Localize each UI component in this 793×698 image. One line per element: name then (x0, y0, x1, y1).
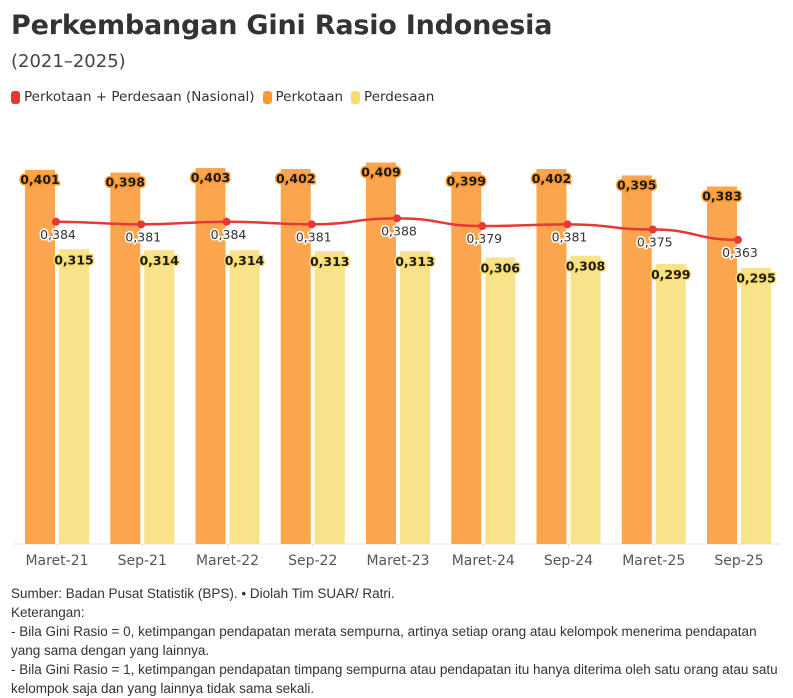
bar-group: Maret-23 0,409 0,313 (360, 162, 436, 569)
legend-label-perkotaan: Perkotaan (275, 89, 344, 105)
data-label-perdesaan: 0,314 (139, 253, 179, 268)
legend-swatch-nasional (11, 90, 20, 104)
legend-label-perdesaan: Perdesaan (364, 89, 435, 105)
data-label-perkotaan: 0,402 (276, 171, 316, 186)
bar-perdesaan[interactable] (485, 257, 516, 544)
bar-perkotaan[interactable] (536, 168, 567, 545)
data-label-nasional: 0,381 (552, 229, 588, 244)
x-tick-label: Maret-25 (622, 553, 685, 569)
line-point-nasional[interactable] (648, 225, 657, 234)
bar-group: Sep-22 0,402 0,313 (274, 168, 351, 569)
line-point-nasional[interactable] (393, 214, 401, 223)
bar-perkotaan[interactable] (451, 171, 482, 544)
bar-perdesaan[interactable] (314, 251, 345, 544)
bar-perdesaan[interactable] (229, 250, 260, 545)
data-label-perdesaan: 0,315 (54, 252, 94, 267)
data-label-perkotaan: 0,403 (191, 170, 231, 185)
data-label-perdesaan: 0,313 (310, 254, 350, 269)
bar-perkotaan[interactable] (366, 162, 396, 545)
chart-footer: Sumber: Badan Pusat Statistik (BPS). • D… (11, 584, 786, 698)
line-point-nasional[interactable] (307, 220, 316, 229)
x-tick-label: Maret-22 (196, 553, 259, 569)
line-point-nasional[interactable] (52, 217, 60, 226)
legend-swatch-perdesaan (351, 90, 361, 104)
data-label-perkotaan: 0,401 (20, 172, 60, 187)
source-note: Sumber: Badan Pusat Statistik (BPS). • D… (11, 586, 395, 601)
legend-item-perdesaan[interactable]: Perdesaan (351, 89, 434, 105)
bar-perkotaan[interactable] (280, 168, 311, 545)
data-label-nasional: 0,379 (466, 231, 502, 246)
x-tick-label: Sep-24 (544, 553, 593, 569)
data-label-perkotaan: 0,383 (702, 188, 742, 203)
data-label-perdesaan: 0,306 (480, 261, 520, 276)
data-label-nasional: 0,381 (296, 229, 332, 244)
bar-group: Maret-24 0,399 0,306 (445, 171, 522, 569)
line-point-nasional[interactable] (137, 220, 146, 229)
legend-label-nasional: Perkotaan + Perdesaan (Nasional) (24, 89, 255, 105)
line-point-nasional[interactable] (563, 220, 572, 229)
chart-plot-area: Maret-210,4010,315Sep-210,3980,314Maret-… (14, 162, 781, 569)
line-point-nasional[interactable] (222, 217, 231, 226)
bar-perkotaan[interactable] (195, 168, 226, 544)
bar-perdesaan[interactable] (570, 255, 601, 544)
bar-perkotaan[interactable] (707, 186, 737, 544)
bar-perdesaan[interactable] (741, 267, 771, 544)
legend-swatch-perkotaan (262, 90, 272, 104)
data-label-perdesaan: 0,313 (395, 254, 435, 269)
bar-perkotaan[interactable] (25, 169, 55, 544)
x-tick-label: Maret-24 (452, 553, 515, 569)
x-tick-label: Sep-25 (714, 553, 763, 569)
legend-item-perkotaan[interactable]: Perkotaan (262, 89, 344, 105)
notes-heading: Keterangan: (11, 605, 85, 620)
data-label-perdesaan: 0,314 (225, 253, 265, 268)
line-point-nasional[interactable] (734, 235, 742, 244)
x-tick-label: Maret-23 (366, 553, 429, 569)
data-label-perdesaan: 0,299 (651, 267, 691, 282)
x-tick-label: Maret-21 (25, 553, 88, 569)
bar-perkotaan[interactable] (110, 172, 141, 544)
data-label-nasional: 0,375 (637, 235, 673, 250)
bar-group: Maret-25 0,395 0,299 (615, 175, 692, 569)
line-point-nasional[interactable] (478, 222, 487, 231)
data-label-perdesaan: 0,308 (566, 259, 606, 274)
data-label-nasional: 0,381 (125, 229, 161, 244)
data-label-perdesaan: 0,295 (736, 271, 776, 286)
x-tick-label: Sep-22 (288, 553, 337, 569)
bar-perdesaan[interactable] (144, 250, 175, 545)
chart-legend: Perkotaan + Perdesaan (Nasional) Perkota… (11, 89, 442, 105)
bar-group: Maret-22 0,403 0,314 (189, 168, 266, 569)
data-label-perkotaan: 0,395 (617, 177, 657, 192)
data-label-perkotaan: 0,399 (446, 174, 486, 189)
note-gini-one: - Bila Gini Rasio = 1, ketimpangan penda… (11, 662, 778, 696)
bar-perdesaan[interactable] (655, 264, 686, 544)
bar-group: Sep-25 0,383 0,295 (701, 186, 777, 569)
legend-item-nasional[interactable]: Perkotaan + Perdesaan (Nasional) (11, 89, 255, 105)
bar-perdesaan[interactable] (400, 251, 430, 544)
bar-perdesaan[interactable] (59, 249, 89, 544)
bar-group: Maret-21 0,401 0,315 (19, 169, 95, 569)
bar-group: Sep-21 0,398 0,314 (104, 172, 181, 569)
bar-group: Sep-24 0,402 0,308 (530, 168, 607, 569)
data-label-perkotaan: 0,409 (361, 164, 401, 179)
data-label-nasional: 0,384 (40, 227, 76, 242)
data-label-perkotaan: 0,398 (105, 175, 145, 190)
data-label-perkotaan: 0,402 (532, 171, 572, 186)
data-label-nasional: 0,388 (381, 223, 417, 238)
x-tick-label: Sep-21 (118, 553, 167, 569)
data-label-nasional: 0,384 (211, 227, 247, 242)
note-gini-zero: - Bila Gini Rasio = 0, ketimpangan penda… (11, 624, 757, 658)
data-label-nasional: 0,363 (722, 245, 758, 260)
chart-subtitle: (2021–2025) (11, 51, 126, 72)
bar-perkotaan[interactable] (621, 175, 652, 545)
chart-title: Perkembangan Gini Rasio Indonesia (11, 10, 553, 41)
